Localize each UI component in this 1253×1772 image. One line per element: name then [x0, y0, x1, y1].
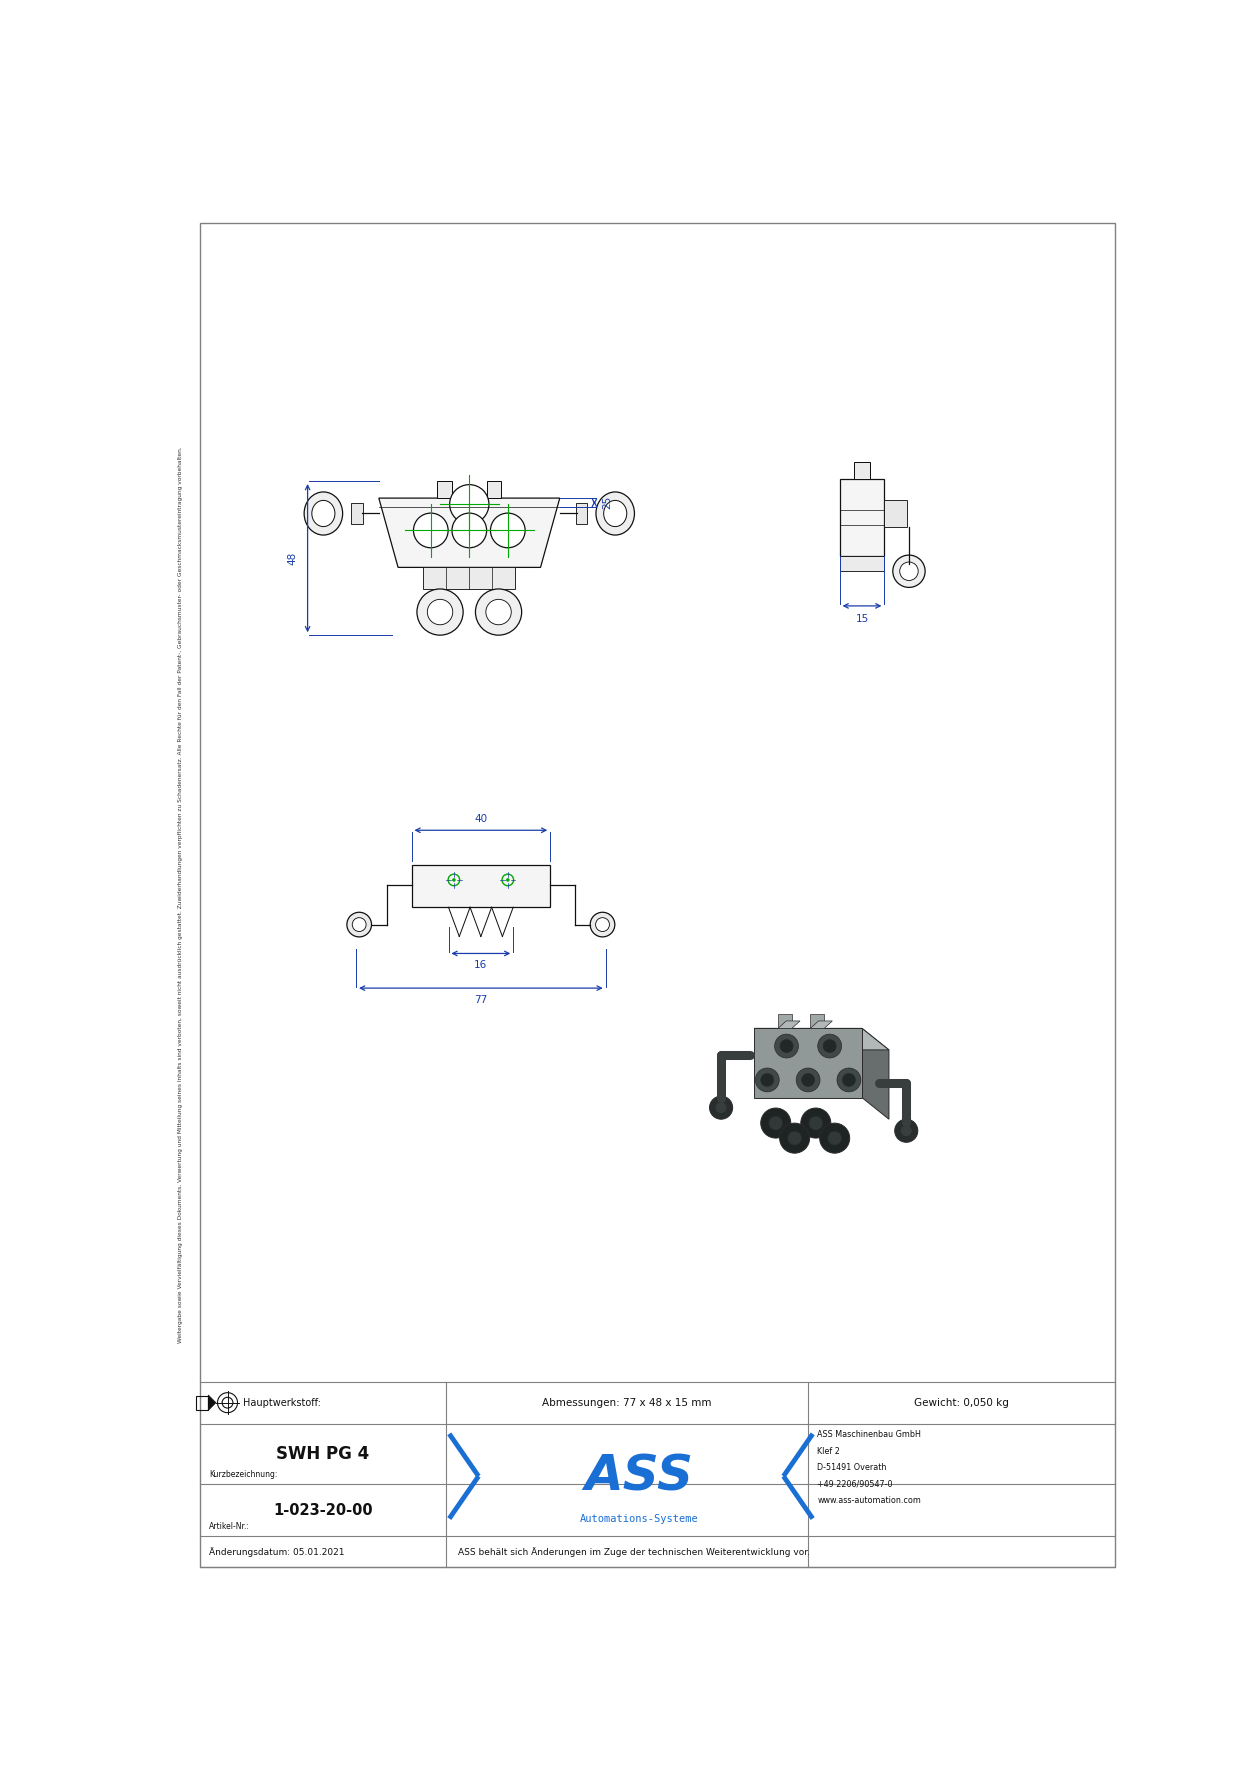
Ellipse shape: [595, 918, 609, 932]
Circle shape: [809, 1116, 823, 1131]
Text: Automations-Systeme: Automations-Systeme: [579, 1513, 698, 1524]
Bar: [853, 462, 871, 478]
Circle shape: [761, 1074, 774, 1086]
Text: Weitergabe sowie Vervielfältigung dieses Dokuments, Verwertung und Mitteilung se: Weitergabe sowie Vervielfältigung dieses…: [178, 447, 183, 1343]
Text: ASS behält sich Änderungen im Zuge der technischen Weiterentwicklung vor.: ASS behält sich Änderungen im Zuge der t…: [457, 1547, 809, 1556]
Polygon shape: [754, 1028, 862, 1097]
Bar: [437, 482, 452, 498]
Ellipse shape: [900, 562, 918, 581]
Ellipse shape: [304, 493, 342, 535]
Text: D-51491 Overath: D-51491 Overath: [817, 1464, 887, 1473]
Circle shape: [490, 514, 525, 548]
Circle shape: [452, 514, 486, 548]
Text: 16: 16: [474, 960, 487, 971]
Ellipse shape: [347, 913, 371, 937]
Ellipse shape: [709, 1097, 733, 1120]
Circle shape: [756, 1069, 779, 1092]
Polygon shape: [811, 1021, 832, 1028]
Circle shape: [781, 1040, 793, 1053]
Text: Gewicht: 0,050 kg: Gewicht: 0,050 kg: [913, 1398, 1009, 1407]
Bar: [424, 567, 515, 588]
Ellipse shape: [895, 1120, 918, 1143]
Text: 48: 48: [288, 551, 297, 565]
Text: 25: 25: [603, 496, 613, 509]
Bar: [195, 1396, 208, 1409]
Text: ASS Maschinenbau GmbH: ASS Maschinenbau GmbH: [817, 1430, 921, 1439]
Circle shape: [450, 484, 489, 525]
Text: Artikel-Nr.:: Artikel-Nr.:: [209, 1522, 249, 1531]
Text: 77: 77: [474, 996, 487, 1005]
Polygon shape: [208, 1395, 216, 1411]
Ellipse shape: [893, 555, 925, 587]
Text: Änderungsdatum: 05.01.2021: Änderungsdatum: 05.01.2021: [209, 1547, 345, 1556]
Circle shape: [796, 1069, 819, 1092]
Bar: [486, 482, 501, 498]
Bar: [811, 1015, 824, 1028]
Polygon shape: [778, 1021, 799, 1028]
Circle shape: [802, 1074, 814, 1086]
Ellipse shape: [352, 918, 366, 932]
Text: Klef 2: Klef 2: [817, 1446, 841, 1455]
Circle shape: [842, 1074, 856, 1086]
Bar: [576, 503, 588, 525]
Text: +49 2206/90547-0: +49 2206/90547-0: [817, 1480, 893, 1488]
Polygon shape: [754, 1028, 888, 1049]
Text: Kurzbezeichnung:: Kurzbezeichnung:: [209, 1469, 277, 1478]
Ellipse shape: [596, 493, 634, 535]
Text: Abmessungen: 77 x 48 x 15 mm: Abmessungen: 77 x 48 x 15 mm: [543, 1398, 712, 1407]
Circle shape: [475, 588, 521, 634]
Circle shape: [828, 1131, 842, 1145]
Bar: [351, 503, 362, 525]
Bar: [840, 478, 885, 556]
Circle shape: [413, 514, 449, 548]
Ellipse shape: [312, 500, 335, 526]
Circle shape: [788, 1131, 802, 1145]
Circle shape: [761, 1108, 791, 1138]
Circle shape: [819, 1123, 850, 1154]
Text: 1-023-20-00: 1-023-20-00: [273, 1503, 373, 1517]
Circle shape: [486, 599, 511, 626]
Circle shape: [801, 1108, 831, 1138]
Text: SWH PG 4: SWH PG 4: [277, 1444, 370, 1464]
Bar: [411, 865, 550, 907]
Text: 40: 40: [475, 813, 487, 824]
Circle shape: [769, 1116, 783, 1131]
Circle shape: [818, 1035, 842, 1058]
Text: 15: 15: [856, 613, 868, 624]
Bar: [778, 1015, 792, 1028]
Circle shape: [427, 599, 452, 626]
Ellipse shape: [604, 500, 626, 526]
Circle shape: [823, 1040, 836, 1053]
Polygon shape: [862, 1028, 888, 1120]
Ellipse shape: [590, 913, 615, 937]
Ellipse shape: [715, 1102, 727, 1113]
Circle shape: [417, 588, 464, 634]
Circle shape: [837, 1069, 861, 1092]
Circle shape: [452, 879, 455, 881]
Circle shape: [779, 1123, 809, 1154]
Circle shape: [506, 879, 509, 881]
Ellipse shape: [901, 1125, 912, 1136]
Polygon shape: [378, 498, 560, 567]
Bar: [840, 556, 885, 571]
Text: Hauptwerkstoff:: Hauptwerkstoff:: [243, 1398, 321, 1407]
Bar: [885, 500, 907, 528]
Circle shape: [774, 1035, 798, 1058]
Text: www.ass-automation.com: www.ass-automation.com: [817, 1496, 921, 1504]
Text: ASS: ASS: [584, 1453, 693, 1501]
